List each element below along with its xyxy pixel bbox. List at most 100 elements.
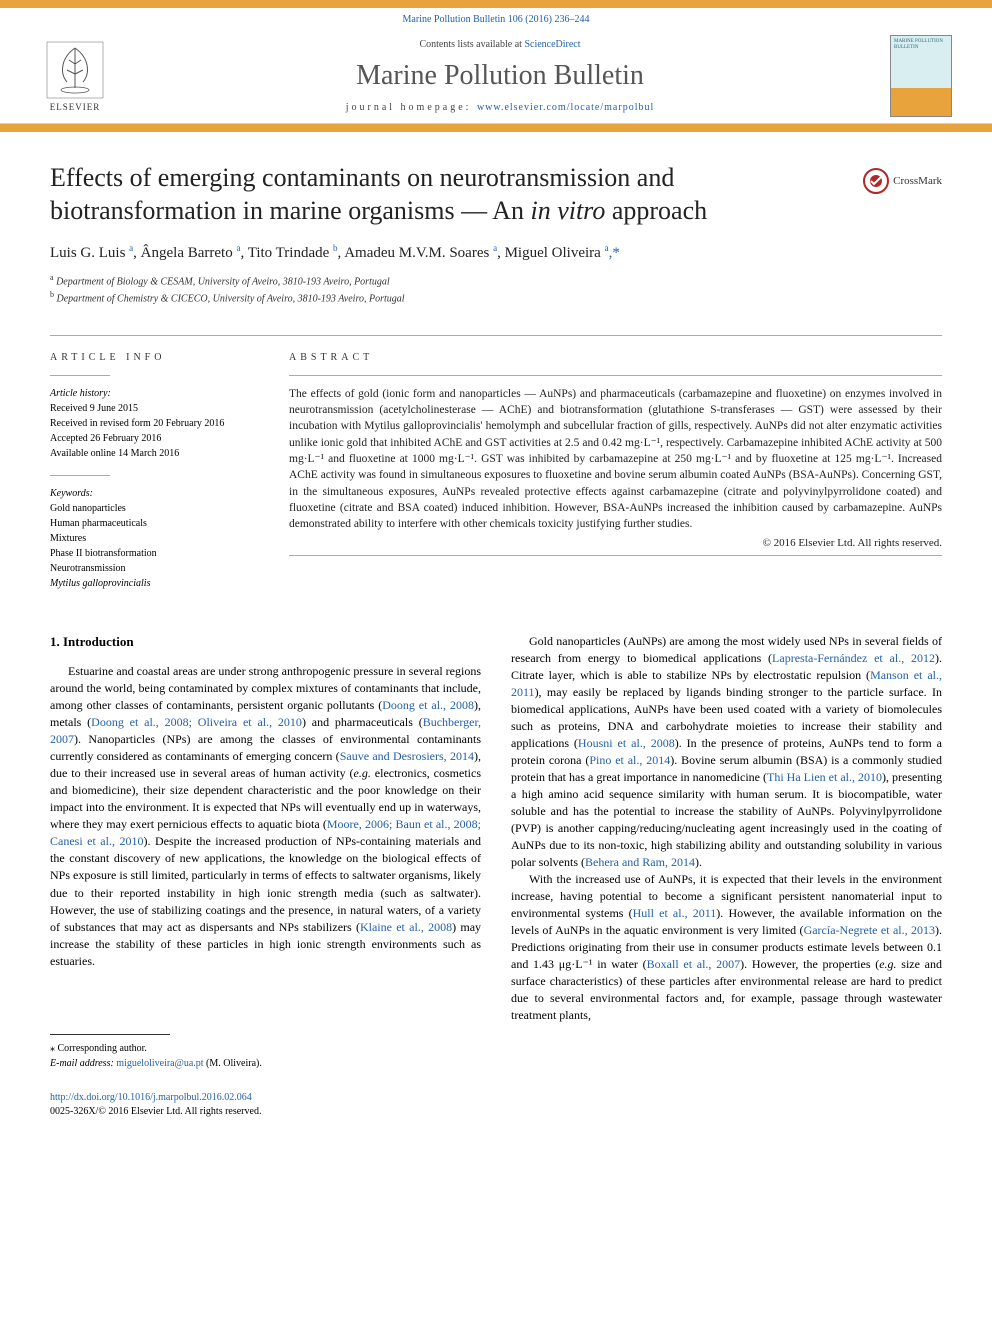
body-columns: 1. Introduction Estuarine and coastal ar…	[0, 611, 992, 1025]
cite-r4[interactable]: Pino et al., 2014	[589, 753, 670, 767]
elsevier-tree-icon	[45, 40, 105, 100]
history-accepted: Accepted 26 February 2016	[50, 431, 245, 446]
top-accent-bar	[0, 0, 992, 8]
author-4[interactable]: Amadeu M.V.M. Soares	[344, 245, 489, 261]
author-2[interactable]: Ângela Barreto	[141, 245, 233, 261]
article-title: Effects of emerging contaminants on neur…	[50, 162, 843, 227]
intro-paragraph-1: Estuarine and coastal areas are under st…	[50, 663, 481, 970]
author-3-aff: b	[333, 243, 338, 253]
header-center: Contents lists available at ScienceDirec…	[110, 39, 890, 113]
aff-text-b: Department of Chemistry & CICECO, Univer…	[57, 294, 405, 305]
doi-block: http://dx.doi.org/10.1016/j.marpolbul.20…	[50, 1091, 942, 1119]
t3: ) and pharmaceuticals (	[302, 715, 423, 729]
keyword-4: Phase II biotransformation	[50, 546, 245, 561]
info-rule	[50, 375, 110, 376]
abstract-copyright: © 2016 Elsevier Ltd. All rights reserved…	[289, 537, 942, 549]
keyword-3: Mixtures	[50, 531, 245, 546]
cite-4[interactable]: Sauve and Desrosiers, 2014	[340, 749, 474, 763]
email-address[interactable]: migueloliveira@ua.pt	[116, 1058, 203, 1069]
email-line: E-mail address: migueloliveira@ua.pt (M.…	[50, 1056, 942, 1071]
contents-line: Contents lists available at ScienceDirec…	[110, 39, 890, 50]
keywords-block: Keywords: Gold nanoparticles Human pharm…	[50, 486, 245, 591]
column-right: Gold nanoparticles (AuNPs) are among the…	[511, 633, 942, 1025]
it1: e.g.	[354, 766, 371, 780]
title-italic: in vitro	[530, 196, 605, 225]
footer-block: ⁎ Corresponding author. E-mail address: …	[0, 1024, 992, 1149]
author-list: Luis G. Luis a, Ângela Barreto a, Tito T…	[50, 243, 942, 262]
doi-link[interactable]: http://dx.doi.org/10.1016/j.marpolbul.20…	[50, 1092, 252, 1103]
cite-r8[interactable]: García-Negrete et al., 2013	[804, 923, 935, 937]
r7: ).	[695, 855, 702, 869]
history-online: Available online 14 March 2016	[50, 446, 245, 461]
cite-r3[interactable]: Housni et al., 2008	[578, 736, 675, 750]
keyword-2: Human pharmaceuticals	[50, 516, 245, 531]
cover-text: MARINE POLLUTION BULLETIN	[891, 36, 951, 53]
it2: e.g.	[879, 957, 896, 971]
cite-r5[interactable]: Thi Ha Lien et al., 2010	[767, 770, 882, 784]
abstract-bottom-rule	[289, 555, 942, 556]
elsevier-label: ELSEVIER	[50, 102, 101, 112]
article-info-block: ARTICLE INFO Article history: Received 9…	[50, 336, 265, 591]
keywords-rule	[50, 475, 110, 476]
issn-copyright: 0025-326X/© 2016 Elsevier Ltd. All right…	[50, 1106, 261, 1117]
cite-1[interactable]: Doong et al., 2008	[382, 698, 474, 712]
author-5[interactable]: Miguel Oliveira	[505, 245, 601, 261]
column-left: 1. Introduction Estuarine and coastal ar…	[50, 633, 481, 1025]
abstract-block: ABSTRACT The effects of gold (ionic form…	[265, 336, 942, 591]
cite-r7[interactable]: Hull et al., 2011	[633, 906, 717, 920]
crossmark-label: CrossMark	[893, 175, 942, 187]
keyword-6: Mytilus galloprovincialis	[50, 576, 245, 591]
crossmark-badge[interactable]: CrossMark	[863, 168, 942, 194]
homepage-url[interactable]: www.elsevier.com/locate/marpolbul	[477, 102, 654, 113]
aff-key-a: a	[50, 273, 54, 282]
aff-text-a: Department of Biology & CESAM, Universit…	[56, 276, 390, 287]
cite-r9[interactable]: Boxall et al., 2007	[647, 957, 741, 971]
email-who: (M. Oliveira).	[204, 1058, 262, 1069]
keyword-5: Neurotransmission	[50, 561, 245, 576]
journal-cover-thumbnail[interactable]: MARINE POLLUTION BULLETIN	[890, 35, 952, 117]
homepage-line: journal homepage: www.elsevier.com/locat…	[110, 102, 890, 113]
cite-2[interactable]: Doong et al., 2008; Oliveira et al., 201…	[91, 715, 302, 729]
author-2-aff: a	[236, 243, 240, 253]
title-line2: biotransformation in marine organisms — …	[50, 196, 530, 225]
elsevier-logo[interactable]: ELSEVIER	[40, 36, 110, 116]
corr-asterisk: ,*	[609, 245, 620, 261]
affiliations: a Department of Biology & CESAM, Univers…	[50, 272, 942, 307]
history-received: Received 9 June 2015	[50, 401, 245, 416]
corr-label: ⁎ Corresponding author.	[50, 1041, 942, 1056]
aff-key-b: b	[50, 290, 54, 299]
abstract-label: ABSTRACT	[289, 352, 942, 363]
col2-paragraph-2: With the increased use of AuNPs, it is e…	[511, 871, 942, 1024]
keywords-label: Keywords:	[50, 486, 245, 501]
journal-name: Marine Pollution Bulletin	[110, 60, 890, 92]
title-line2b: approach	[605, 196, 707, 225]
abstract-rule	[289, 375, 942, 376]
r6: ), presenting a high amino acid sequence…	[511, 770, 942, 869]
homepage-prefix: journal homepage:	[346, 102, 477, 113]
cite-r1[interactable]: Lapresta-Fernández et al., 2012	[772, 651, 935, 665]
article-history: Article history: Received 9 June 2015 Re…	[50, 386, 245, 461]
corresponding-author: ⁎ Corresponding author. E-mail address: …	[50, 1041, 942, 1071]
r11: ). However, the properties (	[740, 957, 879, 971]
author-1[interactable]: Luis G. Luis	[50, 245, 125, 261]
intro-heading: 1. Introduction	[50, 633, 481, 651]
affiliation-a: a Department of Biology & CESAM, Univers…	[50, 272, 942, 289]
cite-6[interactable]: Klaine et al., 2008	[360, 920, 452, 934]
article-info-label: ARTICLE INFO	[50, 352, 245, 363]
sciencedirect-link[interactable]: ScienceDirect	[524, 39, 580, 50]
author-4-aff: a	[493, 243, 497, 253]
article-front-matter: Effects of emerging contaminants on neur…	[0, 132, 992, 611]
journal-header: ELSEVIER Contents lists available at Sci…	[0, 29, 992, 124]
email-label: E-mail address:	[50, 1058, 114, 1069]
cite-r6[interactable]: Behera and Ram, 2014	[585, 855, 695, 869]
keyword-1: Gold nanoparticles	[50, 501, 245, 516]
history-revised: Received in revised form 20 February 201…	[50, 416, 245, 431]
footer-rule	[50, 1034, 170, 1035]
journal-reference[interactable]: Marine Pollution Bulletin 106 (2016) 236…	[0, 8, 992, 29]
abstract-text: The effects of gold (ionic form and nano…	[289, 386, 942, 533]
history-label: Article history:	[50, 386, 245, 401]
author-3[interactable]: Tito Trindade	[248, 245, 330, 261]
header-divider	[0, 124, 992, 132]
affiliation-b: b Department of Chemistry & CICECO, Univ…	[50, 289, 942, 306]
col2-paragraph-1: Gold nanoparticles (AuNPs) are among the…	[511, 633, 942, 871]
